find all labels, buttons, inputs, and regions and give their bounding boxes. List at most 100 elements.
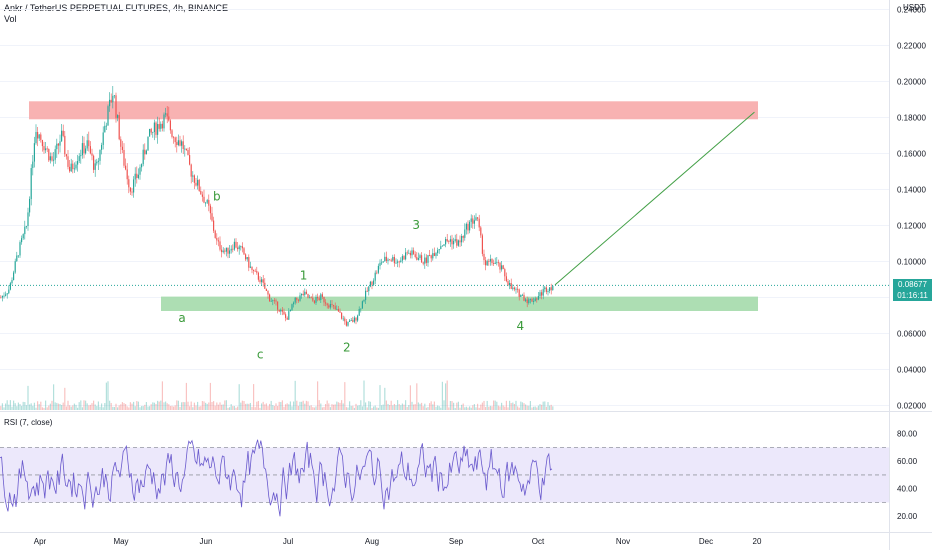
candle-body — [333, 304, 335, 307]
candle-countdown: 01:16:11 — [897, 291, 928, 301]
candle-body — [512, 287, 514, 289]
volume-bar — [110, 402, 112, 410]
candle-body — [185, 148, 187, 151]
volume-bar — [443, 400, 445, 410]
candle-body — [294, 297, 296, 303]
time-tick-label: Jul — [283, 537, 293, 546]
volume-indicator-label[interactable]: Vol — [4, 14, 17, 24]
candle-body — [270, 300, 272, 302]
volume-bar — [337, 402, 339, 410]
volume-bar — [528, 405, 530, 410]
candle-body — [211, 213, 213, 221]
volume-bar — [101, 403, 103, 410]
volume-bar — [525, 404, 527, 410]
candle-body — [312, 297, 314, 301]
volume-bar — [323, 406, 325, 410]
volume-bar — [446, 380, 448, 410]
candle-body — [403, 256, 405, 260]
volume-bar — [325, 404, 327, 410]
volume-bar — [414, 404, 416, 410]
candle-body — [291, 304, 293, 310]
rsi-title[interactable]: RSI (7, close) — [4, 418, 53, 427]
volume-bar — [328, 403, 330, 410]
volume-bar — [505, 400, 507, 410]
volume-bar — [19, 404, 21, 410]
volume-bar — [329, 407, 331, 410]
candle-body — [360, 308, 362, 310]
volume-bar — [168, 404, 170, 410]
volume-bar — [38, 404, 40, 410]
candle-body — [435, 253, 437, 256]
wave-labels: a b c 1 2 3 4 — [178, 189, 524, 361]
volume-bar — [144, 404, 146, 410]
time-tick-label: Apr — [34, 537, 47, 546]
symbol-title[interactable]: Ankr / TetherUS PERPETUAL FUTURES, 4h, B… — [4, 3, 229, 13]
volume-bar — [523, 403, 525, 410]
candle-body — [25, 226, 27, 227]
volume-bar — [357, 405, 359, 410]
candle-body — [155, 122, 157, 135]
volume-bar — [57, 403, 59, 410]
volume-bar — [216, 402, 218, 410]
volume-bar — [222, 404, 224, 410]
volume-bar — [307, 401, 309, 410]
candle-body — [451, 239, 453, 245]
candle-body — [193, 175, 195, 183]
candle-body — [520, 294, 522, 297]
candle-body — [198, 179, 200, 191]
candle-body — [77, 161, 79, 165]
candle-body — [157, 124, 159, 135]
resistance-zone[interactable] — [29, 101, 758, 120]
volume-bars — [0, 380, 554, 410]
volume-bar — [326, 400, 328, 410]
candle-body — [53, 159, 55, 161]
candle-body — [243, 248, 245, 255]
volume-bar — [120, 404, 122, 410]
volume-bar — [94, 404, 96, 410]
volume-bar — [331, 404, 333, 410]
volume-bar — [392, 405, 394, 410]
volume-bar — [149, 406, 151, 410]
volume-bar — [105, 382, 107, 410]
volume-bar — [134, 406, 136, 410]
candle-body — [225, 247, 227, 252]
volume-bar — [437, 405, 439, 410]
candle-body — [488, 261, 490, 262]
candle-body — [358, 309, 360, 316]
candle-body — [29, 199, 31, 213]
volume-bar — [89, 404, 91, 410]
candle-body — [285, 314, 287, 318]
volume-bar — [225, 400, 227, 410]
volume-bar — [397, 400, 399, 410]
time-axis: Apr May Jun Jul Aug Sep Oct Nov Dec 20 — [34, 537, 762, 546]
candle-body — [136, 173, 138, 179]
volume-bar — [430, 401, 432, 410]
volume-bar — [510, 403, 512, 410]
volume-bar — [293, 401, 295, 410]
volume-bar — [65, 406, 67, 410]
support-zone[interactable] — [161, 296, 758, 311]
time-tick-label: Oct — [532, 537, 545, 546]
volume-bar — [117, 407, 119, 410]
candle-body — [280, 309, 282, 312]
candle-body — [489, 259, 491, 262]
volume-bar — [185, 382, 187, 410]
candle-body — [163, 114, 165, 129]
candle-body — [542, 289, 544, 296]
candle-body — [105, 125, 107, 127]
candle-body — [446, 239, 448, 242]
candle-body — [257, 272, 259, 280]
volume-bar — [214, 405, 216, 410]
candle-body — [422, 262, 424, 264]
candle-body — [317, 296, 319, 299]
candle-body — [336, 308, 338, 310]
candle-body — [299, 295, 301, 301]
time-tick-label: Nov — [616, 537, 630, 546]
candle-body — [307, 293, 309, 298]
candle-body — [189, 155, 191, 165]
projection-line[interactable] — [554, 111, 755, 286]
volume-bar — [406, 407, 408, 410]
volume-bar — [209, 382, 211, 410]
candle-body — [275, 300, 277, 302]
